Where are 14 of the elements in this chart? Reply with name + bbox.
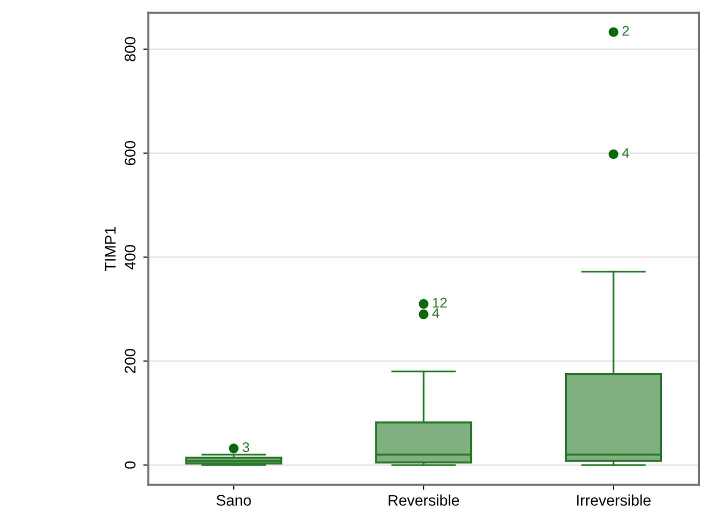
y-axis-title: TIMP1 <box>105 227 116 271</box>
annotation: 3 <box>242 442 250 452</box>
y-tick-label: 800 <box>124 37 136 62</box>
annotation: 4 <box>432 308 440 318</box>
y-tick-label: 400 <box>124 244 136 270</box>
y-tick-label: 0 <box>124 461 136 469</box>
y-tick-label: 600 <box>124 141 136 166</box>
y-tick-label: 200 <box>124 348 136 374</box>
annotation: 12 <box>432 298 447 308</box>
x-tick-label: Reversible <box>388 494 460 506</box>
x-tick-label: Irreversible <box>577 494 651 506</box>
annotation: 4 <box>622 148 630 158</box>
annotation: 2 <box>622 26 629 36</box>
x-tick-label: Sano <box>216 494 251 506</box>
